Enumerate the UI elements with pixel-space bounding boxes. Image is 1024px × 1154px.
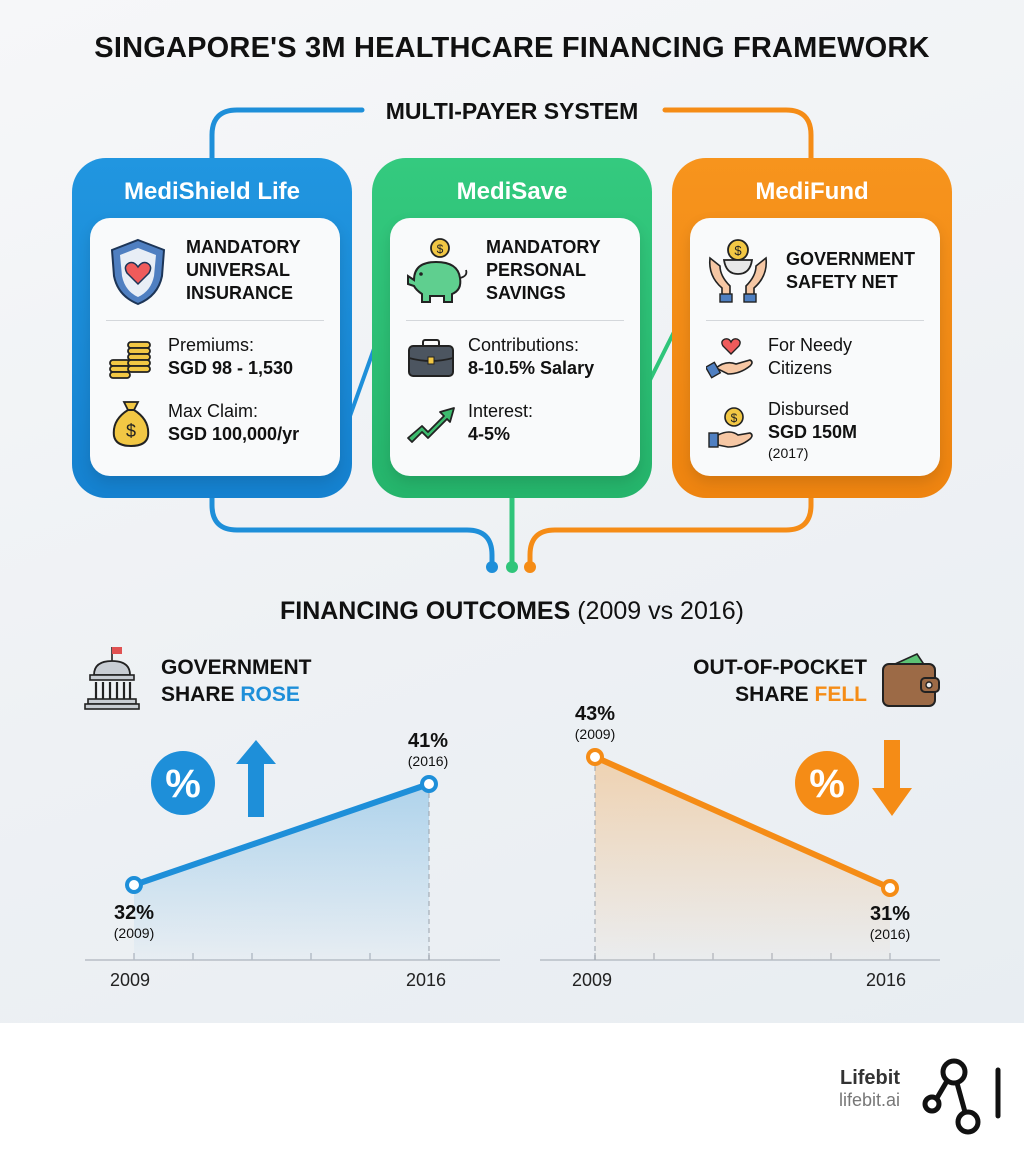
gov-start-value: 32% (2009) xyxy=(104,902,164,941)
item-label: Max Claim: xyxy=(168,401,259,421)
label-line2: SHARE xyxy=(735,683,815,706)
tagline-line: MANDATORY xyxy=(486,237,601,257)
svg-text:%: % xyxy=(165,762,201,806)
brand-url: lifebit.ai xyxy=(838,1090,900,1110)
label-line1: GOVERNMENT xyxy=(161,656,312,679)
item-value: SGD 150M xyxy=(768,422,858,442)
value: 32% xyxy=(113,902,155,924)
wallet-icon xyxy=(882,652,940,707)
label-line2: SHARE xyxy=(161,683,241,706)
briefcase-icon xyxy=(408,339,454,377)
tagline-line: MANDATORY xyxy=(186,237,301,257)
x-tick-2009-gov: 2009 xyxy=(110,970,151,990)
year: (2016) xyxy=(869,926,911,942)
outcomes-title: FINANCING OUTCOMES (2009 vs 2016) xyxy=(0,597,1024,626)
percent-badge-blue-icon: % xyxy=(151,751,215,815)
tagline-line: GOVERNMENT xyxy=(786,249,916,269)
out-of-pocket-share-label: OUT-OF-POCKET SHARE FELL xyxy=(693,654,867,708)
hand-coin-icon: $ xyxy=(708,407,753,448)
item-value: SGD 98 - 1,530 xyxy=(168,358,294,378)
tagline-line: PERSONAL xyxy=(486,260,587,280)
brand-name: Lifebit xyxy=(840,1067,900,1089)
percent-badge-orange-icon: % xyxy=(795,751,859,815)
connector-lines xyxy=(209,107,814,573)
card-title: MediSave xyxy=(456,178,568,205)
item-label: Interest: xyxy=(468,401,534,421)
divider xyxy=(706,320,924,321)
divider xyxy=(106,320,324,321)
year: (2009) xyxy=(574,726,616,742)
card-body: $ GOVERNMENT SAFETY NET xyxy=(690,218,940,476)
shield-heart-icon xyxy=(110,238,166,306)
gov-end-value: 41% (2016) xyxy=(398,730,458,769)
card-medishield-life: MediShield Life MANDATORY UNIVERSAL INSU… xyxy=(72,158,352,498)
tagline-line: SAFETY NET xyxy=(786,272,898,292)
money-bag-icon: $ xyxy=(112,401,150,448)
outcomes-title-years: (2009 vs 2016) xyxy=(577,597,744,625)
trend-up-arrow-icon xyxy=(407,407,455,443)
item-label: Disbursed xyxy=(768,399,850,419)
government-building-icon xyxy=(84,647,140,710)
page-title: SINGAPORE'S 3M HEALTHCARE FINANCING FRAM… xyxy=(94,32,930,64)
piggy-bank-icon: $ xyxy=(407,238,468,303)
card-medisave: MediSave $ MANDATORY PERSONAL SAVINGS xyxy=(372,158,652,498)
arrow-down-icon xyxy=(872,740,912,816)
card-title: MediShield Life xyxy=(123,178,300,205)
divider xyxy=(406,320,624,321)
x-tick-2016-gov: 2016 xyxy=(406,970,447,990)
svg-text:$: $ xyxy=(126,421,136,441)
brand-block: Lifebit lifebit.ai xyxy=(839,1067,900,1111)
tagline-line: SAVINGS xyxy=(486,283,566,303)
item-value: 8-10.5% Salary xyxy=(468,358,595,378)
outcomes-charts: % % xyxy=(85,740,940,961)
svg-text:$: $ xyxy=(734,243,742,258)
coins-icon xyxy=(109,341,151,379)
infographic-canvas: SINGAPORE'S 3M HEALTHCARE FINANCING FRAM… xyxy=(0,0,1024,1023)
item-label: Contributions: xyxy=(468,335,580,355)
label-rose-highlight: ROSE xyxy=(240,683,300,706)
item-label-line2: Citizens xyxy=(768,358,833,378)
tagline-line: UNIVERSAL xyxy=(186,260,291,280)
item-value: 4-5% xyxy=(468,424,511,444)
x-tick-2009-oop: 2009 xyxy=(572,970,613,990)
label-line1: OUT-OF-POCKET xyxy=(693,656,867,679)
oop-start-value: 43% (2009) xyxy=(565,703,625,742)
card-body: $ MANDATORY PERSONAL SAVINGS xyxy=(390,218,640,476)
item-note: (2017) xyxy=(768,445,809,461)
government-share-label: GOVERNMENT SHARE ROSE xyxy=(161,654,312,708)
oop-end-value: 31% (2016) xyxy=(860,903,920,942)
item-value: SGD 100,000/yr xyxy=(168,424,300,444)
arrow-up-icon xyxy=(236,740,276,817)
card-title: MediFund xyxy=(755,178,869,205)
item-label: For Needy xyxy=(768,335,853,355)
item-label: Premiums: xyxy=(168,335,255,355)
hand-heart-icon xyxy=(706,338,753,379)
svg-text:%: % xyxy=(809,762,845,806)
outcomes-title-bold: FINANCING OUTCOMES xyxy=(279,597,571,625)
year: (2016) xyxy=(407,753,449,769)
x-tick-2016-oop: 2016 xyxy=(866,970,907,990)
svg-text:$: $ xyxy=(437,242,444,256)
value: 43% xyxy=(574,703,616,725)
value: 31% xyxy=(869,903,911,925)
subtitle-multi-payer: MULTI-PAYER SYSTEM xyxy=(385,98,639,124)
card-body: MANDATORY UNIVERSAL INSURANCE Premiums: … xyxy=(90,218,340,476)
svg-text:$: $ xyxy=(731,411,738,425)
year: (2009) xyxy=(113,925,155,941)
label-fell-highlight: FELL xyxy=(814,683,868,706)
value: 41% xyxy=(407,730,449,752)
tagline-line: INSURANCE xyxy=(186,283,294,303)
lifebit-logo-icon xyxy=(922,1058,1001,1135)
card-medifund: MediFund $ GOVERNMENT SAFETY NET xyxy=(672,158,952,498)
hands-coin-basket-icon: $ xyxy=(708,239,768,303)
